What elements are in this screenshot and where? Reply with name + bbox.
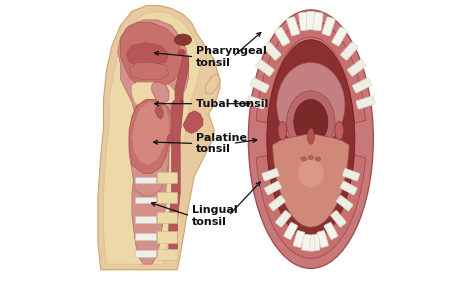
Ellipse shape <box>167 135 173 143</box>
Polygon shape <box>155 105 163 119</box>
Polygon shape <box>132 102 169 165</box>
Ellipse shape <box>277 62 345 148</box>
Bar <box>135 216 156 223</box>
Ellipse shape <box>308 156 314 160</box>
FancyBboxPatch shape <box>324 222 338 239</box>
FancyBboxPatch shape <box>307 12 315 30</box>
Ellipse shape <box>298 159 324 187</box>
FancyBboxPatch shape <box>332 27 347 46</box>
FancyBboxPatch shape <box>262 168 279 181</box>
FancyBboxPatch shape <box>331 210 346 227</box>
Polygon shape <box>183 111 203 133</box>
Bar <box>157 248 177 260</box>
Ellipse shape <box>301 157 307 161</box>
Ellipse shape <box>287 91 335 153</box>
FancyBboxPatch shape <box>341 42 358 60</box>
Polygon shape <box>169 57 189 250</box>
FancyBboxPatch shape <box>322 17 335 36</box>
Bar <box>135 233 156 240</box>
Bar <box>157 212 177 223</box>
Polygon shape <box>273 133 349 227</box>
Bar <box>157 172 177 183</box>
Polygon shape <box>129 99 172 173</box>
Bar <box>135 197 156 203</box>
Polygon shape <box>206 74 220 94</box>
Polygon shape <box>256 20 365 123</box>
FancyBboxPatch shape <box>317 231 328 248</box>
Text: Lingual
tonsil: Lingual tonsil <box>191 205 237 227</box>
FancyBboxPatch shape <box>337 195 353 211</box>
Bar <box>157 192 177 203</box>
FancyBboxPatch shape <box>340 181 357 195</box>
FancyBboxPatch shape <box>313 12 323 31</box>
FancyBboxPatch shape <box>347 59 366 76</box>
Text: Pharyngeal
tonsil: Pharyngeal tonsil <box>196 46 266 68</box>
Polygon shape <box>126 43 169 65</box>
FancyBboxPatch shape <box>301 234 311 251</box>
FancyBboxPatch shape <box>299 12 309 31</box>
Ellipse shape <box>180 100 183 103</box>
FancyBboxPatch shape <box>293 231 305 248</box>
FancyBboxPatch shape <box>264 42 281 60</box>
Polygon shape <box>129 62 169 80</box>
Text: Tubal tonsil: Tubal tonsil <box>196 99 268 109</box>
FancyBboxPatch shape <box>246 96 266 109</box>
Polygon shape <box>129 99 174 196</box>
Polygon shape <box>120 23 183 88</box>
Ellipse shape <box>174 34 191 45</box>
Ellipse shape <box>294 99 328 145</box>
Ellipse shape <box>307 128 314 144</box>
FancyBboxPatch shape <box>353 78 372 93</box>
FancyBboxPatch shape <box>307 235 315 251</box>
Ellipse shape <box>178 49 185 56</box>
FancyBboxPatch shape <box>275 210 291 227</box>
Polygon shape <box>152 82 169 102</box>
Text: Palatine
tonsil: Palatine tonsil <box>196 133 247 154</box>
FancyBboxPatch shape <box>284 222 298 239</box>
Ellipse shape <box>335 122 344 140</box>
Ellipse shape <box>278 122 287 140</box>
Polygon shape <box>103 11 200 264</box>
Polygon shape <box>256 155 365 258</box>
Bar <box>157 231 177 243</box>
FancyBboxPatch shape <box>274 27 290 46</box>
Ellipse shape <box>267 40 355 239</box>
FancyBboxPatch shape <box>269 195 285 211</box>
Polygon shape <box>118 20 189 264</box>
Ellipse shape <box>248 10 374 268</box>
Polygon shape <box>132 82 174 108</box>
FancyBboxPatch shape <box>356 96 375 109</box>
Bar <box>135 177 156 183</box>
FancyBboxPatch shape <box>255 59 274 76</box>
FancyBboxPatch shape <box>310 234 320 251</box>
Ellipse shape <box>315 157 321 161</box>
Polygon shape <box>98 6 220 270</box>
FancyBboxPatch shape <box>264 181 282 195</box>
Bar <box>135 250 156 257</box>
FancyBboxPatch shape <box>343 168 360 181</box>
FancyBboxPatch shape <box>286 17 300 36</box>
FancyBboxPatch shape <box>250 78 269 93</box>
